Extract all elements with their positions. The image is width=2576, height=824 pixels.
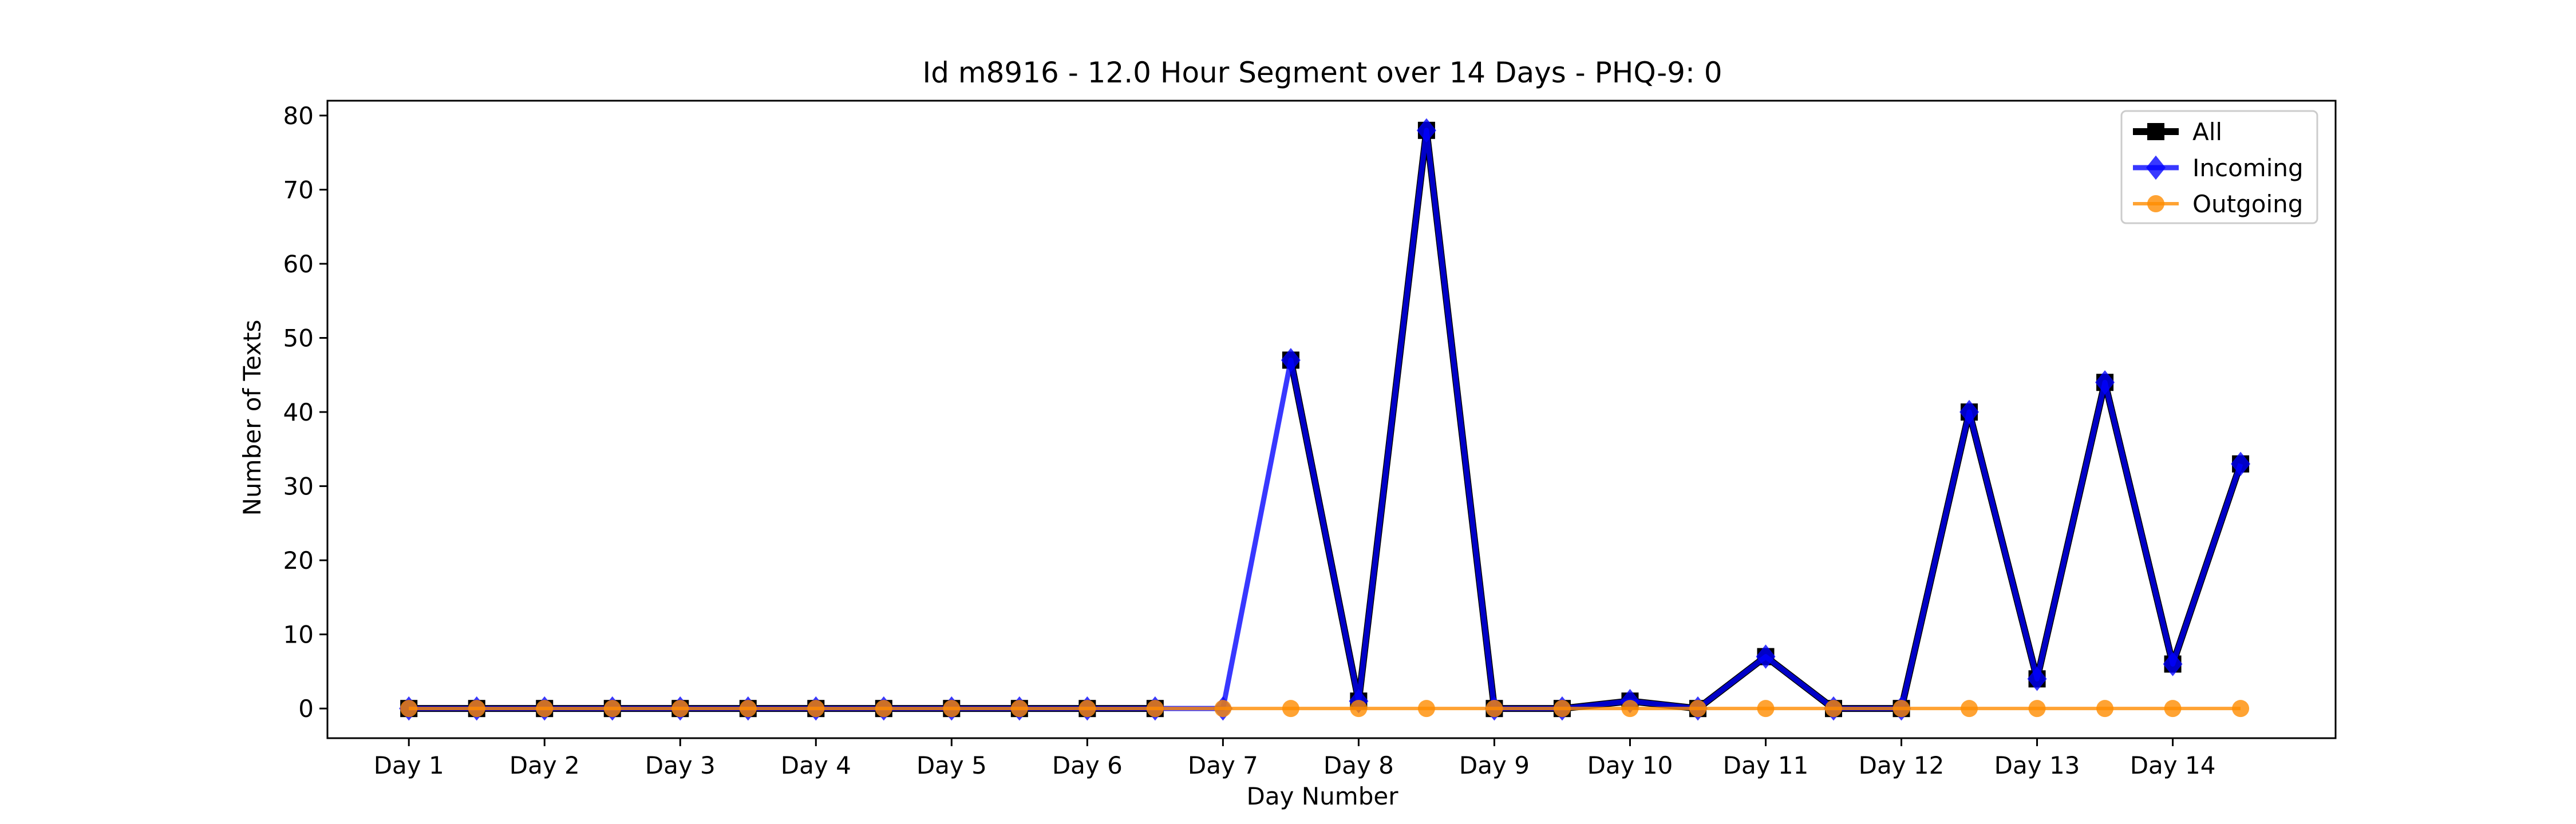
x-tick-label: Day 4 bbox=[781, 751, 851, 779]
data-point-outgoing bbox=[1825, 700, 1842, 718]
data-point-outgoing bbox=[671, 700, 689, 718]
data-point-outgoing bbox=[1961, 700, 1978, 718]
data-point-incoming bbox=[1416, 118, 1436, 143]
data-point-outgoing bbox=[1417, 700, 1435, 718]
x-tick-label: Day 1 bbox=[374, 751, 444, 779]
data-point-outgoing bbox=[2232, 700, 2250, 718]
data-point-outgoing bbox=[1757, 700, 1775, 718]
data-point-outgoing bbox=[400, 700, 418, 718]
data-point-outgoing bbox=[1621, 700, 1639, 718]
data-point-incoming bbox=[2163, 652, 2183, 676]
data-point-outgoing bbox=[1689, 700, 1706, 718]
data-point-outgoing bbox=[603, 700, 621, 718]
x-tick-label: Day 12 bbox=[1859, 751, 1945, 779]
data-point-outgoing bbox=[468, 700, 485, 718]
data-point-incoming bbox=[1959, 399, 1980, 425]
y-tick-label: 30 bbox=[283, 473, 314, 501]
data-point-outgoing bbox=[1350, 700, 1368, 718]
y-tick-label: 80 bbox=[283, 102, 314, 130]
x-tick-label: Day 11 bbox=[1723, 751, 1809, 779]
y-tick-label: 20 bbox=[283, 546, 314, 575]
data-point-outgoing bbox=[739, 700, 757, 718]
y-tick-label: 70 bbox=[283, 176, 314, 204]
data-point-outgoing bbox=[2028, 700, 2046, 718]
y-axis-label: Number of Texts bbox=[238, 320, 266, 516]
x-tick-label: Day 2 bbox=[509, 751, 580, 779]
data-point-outgoing bbox=[1078, 700, 1096, 718]
data-point-outgoing bbox=[1553, 700, 1571, 718]
x-tick-label: Day 13 bbox=[1994, 751, 2080, 779]
data-point-outgoing bbox=[2164, 700, 2182, 718]
data-point-outgoing bbox=[1893, 700, 1910, 718]
data-point-outgoing bbox=[1214, 700, 1232, 718]
data-point-outgoing bbox=[2096, 700, 2114, 718]
x-tick-label: Day 3 bbox=[645, 751, 716, 779]
x-tick-label: Day 5 bbox=[916, 751, 987, 779]
data-point-incoming bbox=[2027, 667, 2047, 691]
x-tick-label: Day 14 bbox=[2130, 751, 2216, 779]
y-tick-label: 40 bbox=[283, 398, 314, 426]
x-tick-label: Day 6 bbox=[1052, 751, 1123, 779]
data-point-outgoing bbox=[1146, 700, 1164, 718]
legend-marker-outgoing bbox=[2147, 195, 2164, 212]
data-point-outgoing bbox=[1010, 700, 1028, 718]
y-tick-label: 60 bbox=[283, 250, 314, 278]
data-point-incoming bbox=[2095, 370, 2115, 395]
y-tick-label: 0 bbox=[298, 695, 314, 723]
data-point-outgoing bbox=[1485, 700, 1503, 718]
x-tick-label: Day 7 bbox=[1188, 751, 1258, 779]
data-point-outgoing bbox=[536, 700, 554, 718]
data-point-outgoing bbox=[807, 700, 825, 718]
legend-marker-all bbox=[2147, 123, 2164, 140]
data-point-outgoing bbox=[875, 700, 892, 718]
legend: All Incoming Outgoing bbox=[2120, 110, 2318, 224]
data-point-incoming bbox=[2231, 451, 2251, 476]
plot-frame bbox=[326, 100, 2337, 739]
data-point-outgoing bbox=[1282, 700, 1299, 718]
legend-box bbox=[2120, 110, 2318, 224]
chart-title: Id m8916 - 12.0 Hour Segment over 14 Day… bbox=[922, 56, 1722, 89]
y-tick-label: 10 bbox=[283, 621, 314, 649]
legend-label: Incoming bbox=[2192, 154, 2304, 182]
legend-label: All bbox=[2192, 118, 2222, 146]
x-tick-label: Day 9 bbox=[1459, 751, 1530, 779]
x-tick-label: Day 8 bbox=[1323, 751, 1394, 779]
legend-marker-incoming bbox=[2146, 155, 2166, 180]
plot-area: 0 10 20 30 40 50 60 70 80 Day 1 Day 2 Day 3 Day 4 Day… bbox=[283, 100, 2337, 779]
x-tick-label: Day 10 bbox=[1587, 751, 1673, 779]
data-point-outgoing bbox=[943, 700, 961, 718]
legend-label: Outgoing bbox=[2192, 190, 2303, 218]
y-tick-label: 50 bbox=[283, 324, 314, 352]
x-axis-label: Day Number bbox=[1246, 782, 1398, 810]
data-point-incoming bbox=[1756, 644, 1776, 669]
data-point-incoming bbox=[1281, 348, 1301, 373]
